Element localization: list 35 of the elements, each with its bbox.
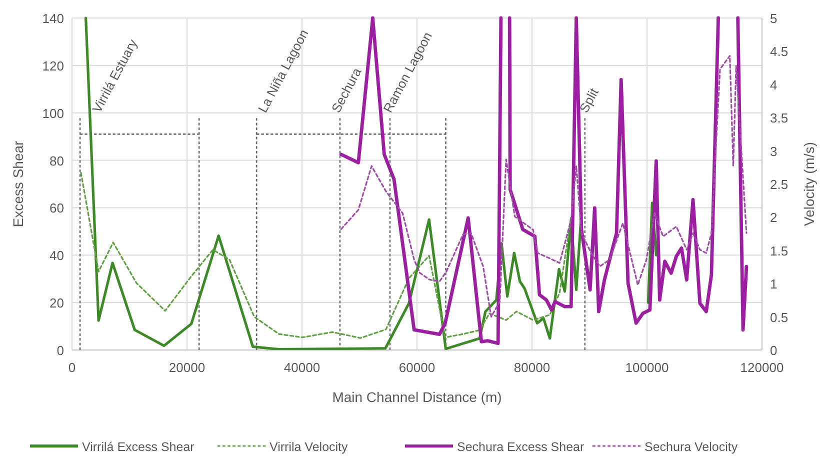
y2-tick-label: 2 [770, 210, 778, 226]
y-tick-label: 120 [42, 58, 64, 74]
x-tick-label: 40000 [284, 360, 320, 375]
x-tick-label: 120000 [740, 360, 784, 375]
x-axis-title: Main Channel Distance (m) [332, 389, 502, 405]
line-series [80, 172, 572, 339]
y2-tick-label: 2.5 [770, 177, 788, 192]
y2-tick-label: 1 [770, 276, 778, 292]
y-tick-label: 20 [50, 296, 64, 311]
y2-tick-label: 3 [770, 144, 778, 159]
x-tick-label: 0 [68, 360, 76, 375]
y-tick-label: 80 [50, 153, 64, 168]
legend-label: Virrila Velocity [270, 440, 349, 454]
y-tick-label: 0 [56, 343, 64, 358]
legend-label: Virrilá Excess Shear [82, 440, 194, 454]
x-tick-label: 60000 [398, 360, 436, 375]
x-tick-label: 20000 [168, 360, 206, 375]
y-axis-title: Excess Shear [10, 140, 26, 228]
y-tick-label: 100 [42, 106, 64, 121]
y-tick-label: 60 [50, 200, 64, 216]
y2-tick-label: 3.5 [770, 110, 788, 126]
legend-label: Sechura Excess Shear [457, 440, 584, 454]
y2-tick-label: 5 [770, 11, 778, 26]
x-tick-label: 100000 [625, 360, 669, 375]
y2-tick-label: 0 [770, 343, 778, 358]
legend-label: Sechura Velocity [644, 440, 738, 454]
y2-tick-label: 0.5 [770, 310, 788, 325]
x-tick-label: 80000 [514, 360, 550, 375]
y2-tick-label: 4 [770, 77, 778, 92]
y-tick-label: 140 [42, 11, 64, 26]
y2-tick-label: 1.5 [770, 243, 788, 258]
y-tick-label: 40 [50, 248, 64, 264]
y2-axis-title: Velocity (m/s) [801, 142, 817, 226]
y2-tick-label: 4.5 [770, 44, 788, 60]
ref-line-label: Split [576, 85, 602, 116]
